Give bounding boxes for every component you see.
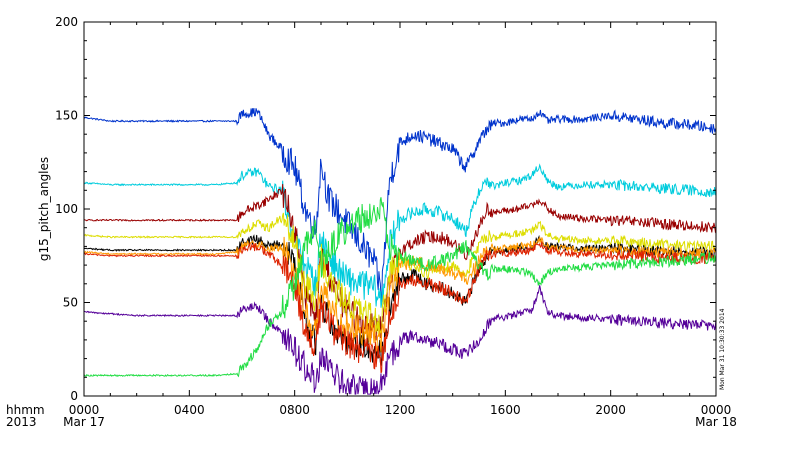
series-line <box>83 163 717 308</box>
x-date-label: Mar 18 <box>695 415 737 429</box>
series-line <box>83 212 717 335</box>
x-tick-label: 0400 <box>174 403 205 417</box>
x-tick-label: 0000 <box>701 403 732 417</box>
y-tick-label: 200 <box>55 15 78 29</box>
timestamp-label: Mon Mar 31 10:30:33 2014 <box>719 308 726 390</box>
series-line <box>83 285 717 395</box>
y-axis: 0 50 100 150 200 <box>55 15 716 403</box>
x-tick-label: 2000 <box>595 403 626 417</box>
x-row2-label: 2013 <box>6 415 37 429</box>
x-tick-label: 1600 <box>490 403 521 417</box>
x-tick-label: 1200 <box>385 403 416 417</box>
y-tick-label: 50 <box>63 296 78 310</box>
series-line <box>83 236 717 353</box>
series-line <box>83 197 717 378</box>
y-tick-label: 100 <box>55 202 78 216</box>
series-line <box>84 241 717 374</box>
y-tick-label: 0 <box>70 389 78 403</box>
x-tick-label: 0000 <box>69 403 100 417</box>
series-line <box>83 108 717 303</box>
series-line <box>84 184 717 341</box>
x-date-label: Mar 17 <box>63 415 105 429</box>
y-axis-label: g15_pitch_angles <box>37 157 51 261</box>
x-row1-label: hhmm <box>6 403 45 417</box>
x-tick-label: 0800 <box>279 403 310 417</box>
plot-lines <box>83 108 717 395</box>
y-tick-label: 150 <box>55 109 78 123</box>
